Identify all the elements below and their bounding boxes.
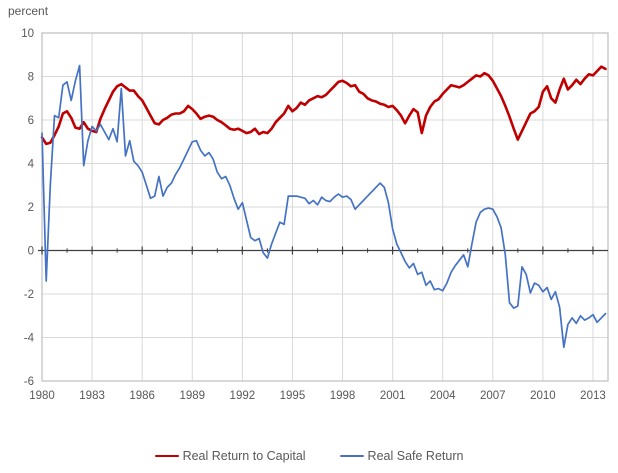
x-tick-label: 1998 xyxy=(330,390,356,402)
series-line-real-safe-return xyxy=(41,64,607,349)
legend-item-real-return-to-capital: Real Return to Capital xyxy=(154,449,306,463)
series-line-real-return-to-capital xyxy=(40,65,607,146)
x-tick-label: 1995 xyxy=(280,390,306,402)
y-tick-label: -6 xyxy=(24,376,34,388)
y-tick-label: -4 xyxy=(24,333,35,345)
x-tick-label: 1986 xyxy=(129,390,155,402)
y-tick-label: 0 xyxy=(28,246,34,258)
y-tick-label: 6 xyxy=(28,115,34,127)
y-tick-label: 2 xyxy=(28,202,34,214)
x-tick-label: 2010 xyxy=(530,390,556,402)
legend-label: Real Return to Capital xyxy=(182,449,306,463)
y-tick-label: 8 xyxy=(28,72,34,84)
x-tick-label: 2013 xyxy=(580,390,606,402)
plot-frame xyxy=(41,32,609,382)
x-tick-label: 1980 xyxy=(29,390,55,402)
x-tick-label: 2007 xyxy=(480,390,506,402)
legend-line-swatch-blue xyxy=(339,455,364,457)
x-tick-label: 2004 xyxy=(430,390,456,402)
y-tick-label: -2 xyxy=(24,289,34,301)
y-axis-title: percent xyxy=(8,4,49,18)
x-tick-label: 1989 xyxy=(179,390,205,402)
y-tick-label: 4 xyxy=(28,159,35,171)
x-tick-label: 2001 xyxy=(380,390,406,402)
legend: Real Return to Capital Real Safe Return xyxy=(0,449,618,463)
legend-line-swatch-red xyxy=(154,454,179,458)
x-tick-label: 1992 xyxy=(230,390,256,402)
legend-label: Real Safe Return xyxy=(367,449,464,463)
x-tick-label: 1983 xyxy=(79,390,105,402)
y-tick-label: 10 xyxy=(21,28,34,40)
legend-item-real-safe-return: Real Safe Return xyxy=(339,449,464,463)
